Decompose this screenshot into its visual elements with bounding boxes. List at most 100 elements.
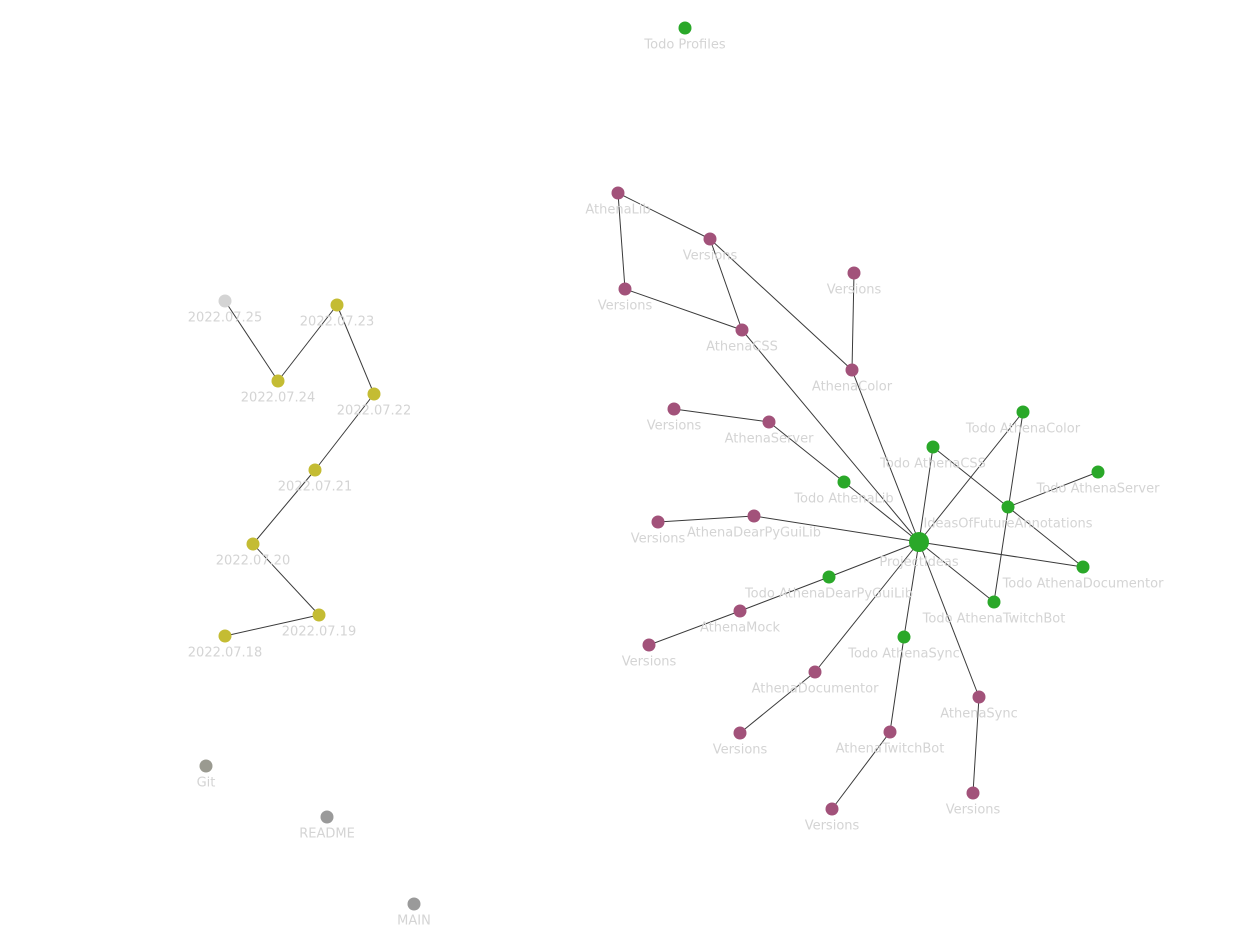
graph-node-label-readme: README (299, 827, 355, 842)
graph-node-label-athenatwitchbot: AthenaTwitchBot (836, 742, 945, 757)
graph-node-versions-1[interactable] (703, 232, 717, 246)
graph-edge-todo-athenasync-projectideas (903, 541, 920, 638)
graph-node-label-versions-7: Versions (713, 743, 768, 758)
graph-node-label-todo-athenatwitchbot: Todo AthenaTwitchBot (922, 612, 1066, 627)
graph-node-todo-athenaserver[interactable] (1091, 465, 1105, 479)
graph-node-todo-athenacolor[interactable] (1016, 405, 1030, 419)
graph-node-label-d-0720: 2022.07.20 (216, 554, 290, 569)
graph-node-label-athenacolor: AthenaColor (812, 380, 893, 395)
graph-node-versions-2[interactable] (618, 282, 632, 296)
graph-node-versions-8[interactable] (825, 802, 839, 816)
graph-edge-d-0725-d-0724 (224, 300, 279, 382)
graph-node-label-d-0719: 2022.07.19 (282, 625, 356, 640)
graph-node-d-0725[interactable] (218, 294, 232, 308)
graph-node-label-d-0718: 2022.07.18 (188, 646, 262, 661)
graph-node-label-d-0722: 2022.07.22 (337, 404, 411, 419)
graph-node-d-0722[interactable] (367, 387, 381, 401)
graph-node-athenamock[interactable] (733, 604, 747, 618)
graph-edge-d-0724-d-0723 (277, 304, 338, 382)
graph-node-label-todo-athenalib: Todo AthenaLib (793, 492, 893, 507)
graph-edge-athenacolor-projectideas (851, 369, 920, 543)
graph-node-todo-athenatwitchbot[interactable] (987, 595, 1001, 609)
graph-node-label-versions-8: Versions (805, 819, 860, 834)
graph-node-label-athenadocumentor: AthenaDocumentor (752, 682, 880, 697)
graph-node-versions-9[interactable] (966, 786, 980, 800)
graph-edge-todo-athenadearpyguilib-projectideas (828, 541, 920, 578)
graph-edges (224, 192, 1099, 810)
graph-edge-todo-athenadocumentor-projectideas (918, 541, 1084, 568)
graph-node-todo-athenacss[interactable] (926, 440, 940, 454)
graph-edge-versions-1-athenacolor (709, 238, 853, 371)
graph-node-todo-athenasync[interactable] (897, 630, 911, 644)
graph-node-label-athenacss: AthenaCSS (706, 340, 778, 355)
graph-node-label-d-0725: 2022.07.25 (188, 311, 262, 326)
graph-node-label-athenasync: AthenaSync (940, 707, 1018, 722)
graph-node-versions-3[interactable] (847, 266, 861, 280)
graph-node-label-todo-athenadocumentor: Todo AthenaDocumentor (1002, 577, 1165, 592)
graph-node-readme[interactable] (320, 810, 334, 824)
graph-edge-athenalib-versions-1 (617, 192, 711, 240)
graph-node-athenacss[interactable] (735, 323, 749, 337)
graph-labels: Todo Profiles AthenaLib Versions Versions Ve… (188, 38, 1164, 929)
graph-edge-d-0721-d-0720 (252, 469, 316, 545)
graph-node-athenacolor[interactable] (845, 363, 859, 377)
graph-nodes (199, 21, 1105, 911)
graph-edge-athenadocumentor-versions-7 (739, 671, 816, 734)
graph-node-todo-profiles[interactable] (678, 21, 692, 35)
graph-node-athenadocumentor[interactable] (808, 665, 822, 679)
graph-node-versions-5[interactable] (651, 515, 665, 529)
graph-edge-athenadearpyguilib-projectideas (753, 515, 920, 543)
graph-node-label-versions-6: Versions (622, 655, 677, 670)
graph-edge-todo-athenacolor-projectideas (918, 411, 1024, 543)
graph-edge-versions-4-athenaserver (673, 408, 770, 423)
graph-edge-d-0722-d-0721 (314, 393, 375, 471)
graph-edge-athenatwitchbot-todo-athenasync (889, 636, 905, 733)
graph-node-label-d-0723: 2022.07.23 (300, 315, 374, 330)
graph-node-label-todo-athenadearpyguilib: Todo AthenaDearPyGuiLib (744, 587, 913, 602)
graph-node-todo-athenalib[interactable] (837, 475, 851, 489)
graph-node-athenalib[interactable] (611, 186, 625, 200)
graph-node-d-0723[interactable] (330, 298, 344, 312)
graph-node-label-versions-2: Versions (598, 299, 653, 314)
graph-node-athenadearpyguilib[interactable] (747, 509, 761, 523)
graph-edge-todo-athenatwitchbot-projectideas (918, 541, 995, 603)
graph-node-athenaserver[interactable] (762, 415, 776, 429)
graph-node-label-athenaserver: AthenaServer (725, 432, 814, 447)
graph-node-label-versions-1: Versions (683, 249, 738, 264)
graph-edge-versions-2-athenacss (624, 288, 743, 331)
graph-node-label-d-0721: 2022.07.21 (278, 480, 352, 495)
graph-node-versions-4[interactable] (667, 402, 681, 416)
graph-edge-todo-athenacss-projectideas (918, 446, 934, 543)
graph-node-label-versions-5: Versions (631, 532, 686, 547)
graph-node-label-versions-9: Versions (946, 803, 1001, 818)
graph-node-todo-athenadearpyguilib[interactable] (822, 570, 836, 584)
graph-node-label-d-0724: 2022.07.24 (241, 391, 315, 406)
graph-edge-d-0720-d-0719 (252, 543, 320, 616)
graph-node-versions-6[interactable] (642, 638, 656, 652)
graph-node-label-versions-3: Versions (827, 283, 882, 298)
graph-node-ideas[interactable] (1001, 500, 1015, 514)
graph-node-label-todo-athenacss: Todo AthenaCSS (879, 457, 986, 472)
graph-node-git[interactable] (199, 759, 213, 773)
graph-node-projectideas[interactable] (909, 532, 929, 552)
graph-node-d-0718[interactable] (218, 629, 232, 643)
graph-node-label-versions-4: Versions (647, 419, 702, 434)
graph-node-d-0719[interactable] (312, 608, 326, 622)
graph-edge-todo-athenaserver-ideas (1007, 471, 1099, 508)
graph-edge-todo-athenalib-projectideas (843, 481, 920, 543)
graph-edge-athenamock-todo-athenadearpyguilib (739, 576, 830, 612)
graph-node-d-0724[interactable] (271, 374, 285, 388)
graph-node-label-git: Git (197, 776, 216, 791)
graph-node-label-main: MAIN (397, 914, 431, 929)
graph-node-label-todo-athenasync: Todo AthenaSync (847, 647, 960, 662)
graph-node-athenasync[interactable] (972, 690, 986, 704)
graph-node-d-0721[interactable] (308, 463, 322, 477)
graph-node-label-athenamock: AthenaMock (700, 621, 781, 636)
graph-node-main[interactable] (407, 897, 421, 911)
graph-node-athenatwitchbot[interactable] (883, 725, 897, 739)
graph-node-d-0720[interactable] (246, 537, 260, 551)
graph-node-label-athenadearpyguilib: AthenaDearPyGuiLib (687, 526, 821, 541)
graph-node-todo-athenadocumentor[interactable] (1076, 560, 1090, 574)
graph-node-versions-7[interactable] (733, 726, 747, 740)
